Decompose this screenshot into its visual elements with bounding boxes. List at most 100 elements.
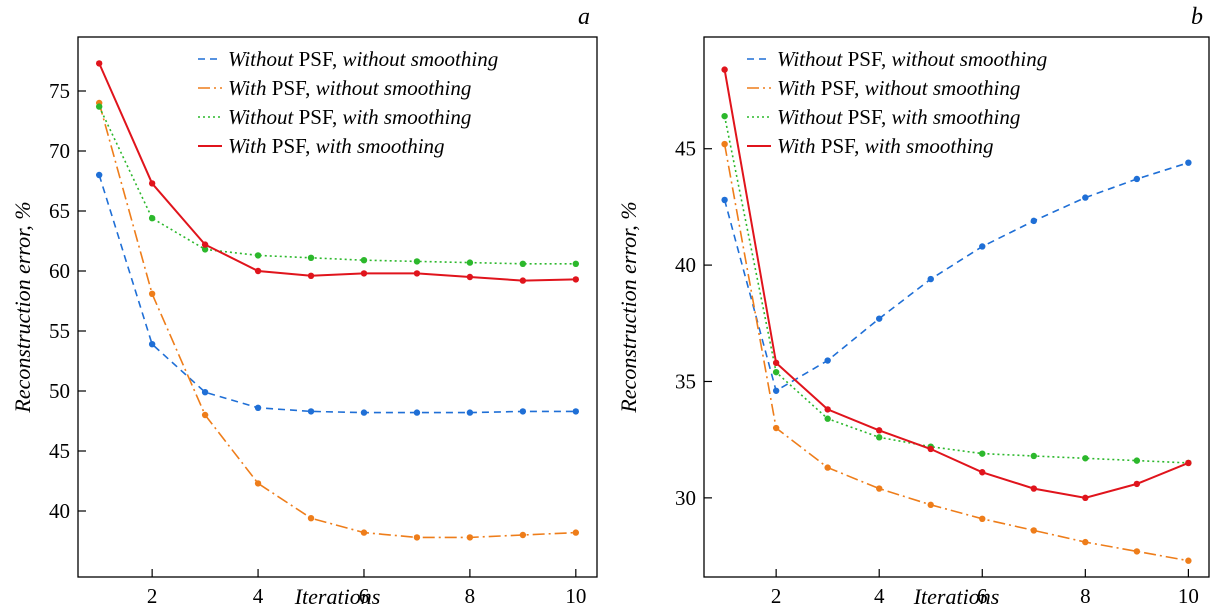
- data-point: [201, 246, 209, 253]
- data-point: [824, 357, 831, 364]
- data-point: [1185, 459, 1192, 467]
- x-tick-label: 6: [359, 584, 370, 608]
- y-tick-label: 45: [675, 137, 696, 161]
- y-tick-label: 60: [49, 259, 70, 283]
- y-tick-label: 40: [49, 499, 70, 523]
- data-point: [876, 434, 883, 441]
- data-point: [360, 270, 368, 277]
- data-point: [466, 259, 474, 266]
- data-point: [201, 389, 209, 396]
- legend-label-part: with smoothing: [342, 105, 471, 129]
- data-point: [519, 277, 527, 284]
- data-point: [148, 341, 156, 348]
- data-point: [307, 408, 315, 415]
- series-2: [95, 99, 580, 541]
- data-point: [772, 368, 780, 376]
- series-1: [95, 171, 580, 416]
- legend-label: Without PSF, with smoothing: [777, 105, 1020, 129]
- legend-label-part: Without: [228, 105, 295, 129]
- x-tick-label: 10: [565, 584, 586, 608]
- legend-label: With PSF, with smoothing: [228, 134, 445, 158]
- series-line: [723, 143, 1189, 562]
- data-point: [360, 409, 368, 416]
- legend-entry: Without PSF, with smoothing: [747, 105, 1020, 129]
- legend-label-part: PSF,: [293, 47, 342, 71]
- data-point: [254, 404, 262, 411]
- panel-letter: a: [578, 4, 590, 30]
- data-point: [772, 424, 780, 432]
- data-point: [1133, 548, 1141, 555]
- legend-label-part: PSF,: [816, 134, 865, 158]
- legend-entry: With PSF, with smoothing: [747, 134, 994, 158]
- chart-panel-a: 2 4 6 8 10 40 45 50 55 60 65 70 75 Iterations Reconstr…: [10, 4, 598, 609]
- legend-label-part: without smoothing: [342, 47, 498, 71]
- data-point: [413, 270, 421, 277]
- data-point: [824, 415, 831, 422]
- data-point: [721, 196, 728, 204]
- plot-frame: [703, 36, 1210, 578]
- data-point: [519, 531, 527, 539]
- data-point: [824, 464, 831, 471]
- data-point: [979, 515, 986, 523]
- data-point: [1030, 452, 1037, 460]
- data-point: [254, 252, 262, 259]
- x-axis-title: Iterations: [294, 584, 381, 609]
- y-axis-title: Reconstruction error, %: [616, 201, 641, 413]
- y-tick-label: 50: [49, 379, 70, 403]
- x-tick-label: 10: [1178, 584, 1199, 608]
- series-3: [721, 112, 1192, 467]
- data-point: [1185, 159, 1192, 166]
- data-point: [979, 243, 986, 250]
- data-point: [572, 260, 580, 267]
- legend-entry: Without PSF, with smoothing: [198, 105, 471, 129]
- legend-label-part: Without: [777, 47, 844, 71]
- data-point: [772, 359, 780, 367]
- legend-entry: With PSF, without smoothing: [747, 76, 1020, 100]
- data-point: [1082, 538, 1089, 546]
- data-point: [1133, 480, 1141, 488]
- data-point: [572, 276, 580, 283]
- legend-label: With PSF, with smoothing: [777, 134, 994, 158]
- y-tick-label: 70: [49, 139, 70, 163]
- data-point: [772, 387, 780, 394]
- panel-letter: b: [1191, 4, 1203, 30]
- legend-label-part: with smoothing: [865, 134, 994, 158]
- data-point: [927, 445, 934, 453]
- data-point: [254, 267, 262, 275]
- legend-label-part: PSF,: [267, 76, 316, 100]
- legend-label: Without PSF, without smoothing: [777, 47, 1047, 71]
- series-line: [98, 62, 576, 282]
- data-point: [95, 103, 103, 110]
- data-point: [1030, 485, 1037, 492]
- series-line: [98, 106, 576, 265]
- data-point: [466, 534, 474, 541]
- legend-label-part: with smoothing: [316, 134, 445, 158]
- data-point: [360, 257, 368, 264]
- legend-entry: Without PSF, without smoothing: [747, 47, 1047, 71]
- plot-frame: [77, 36, 598, 578]
- data-point: [1030, 217, 1037, 225]
- y-tick-label: 35: [675, 369, 696, 393]
- data-point: [979, 450, 986, 457]
- data-point: [572, 529, 580, 536]
- series-line: [98, 174, 576, 414]
- data-point: [307, 272, 315, 279]
- legend-label: Without PSF, with smoothing: [228, 105, 471, 129]
- legend-label-part: With: [777, 76, 816, 100]
- x-axis-title: Iterations: [913, 584, 1000, 609]
- data-point: [519, 408, 527, 415]
- data-point: [1133, 457, 1141, 464]
- legend-label-part: without smoothing: [865, 76, 1021, 100]
- data-point: [95, 60, 103, 67]
- data-point: [148, 215, 156, 222]
- data-point: [927, 275, 934, 283]
- data-point: [519, 260, 527, 267]
- legend-label-part: With: [228, 134, 267, 158]
- y-tick-label: 30: [675, 486, 696, 510]
- legend-label-part: With: [777, 134, 816, 158]
- data-point: [721, 112, 728, 120]
- data-point: [95, 171, 103, 179]
- data-point: [1082, 455, 1089, 462]
- data-point: [721, 66, 728, 73]
- legend-entry: With PSF, with smoothing: [198, 134, 445, 158]
